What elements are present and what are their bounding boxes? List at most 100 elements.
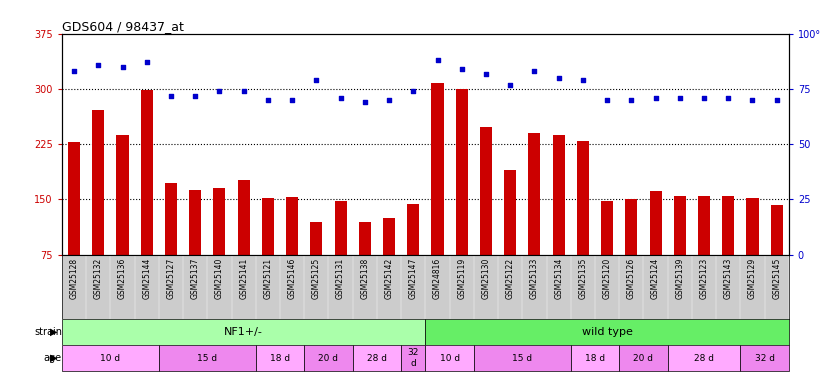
Text: GSM25127: GSM25127 [167, 258, 175, 299]
Text: age: age [44, 353, 62, 363]
Text: 18 d: 18 d [585, 354, 605, 363]
Bar [625, 200, 638, 255]
Bar [358, 222, 371, 255]
Bar [256, 345, 304, 371]
Text: GSM25141: GSM25141 [240, 258, 248, 299]
Point [770, 97, 783, 103]
Bar [335, 201, 347, 255]
Point [649, 95, 662, 101]
Text: strain: strain [34, 327, 62, 337]
Text: GSM25136: GSM25136 [118, 258, 127, 299]
Point [382, 97, 396, 103]
Text: GSM25143: GSM25143 [724, 258, 733, 299]
Text: 20 d: 20 d [634, 354, 653, 363]
Bar [747, 198, 758, 255]
Text: GSM25147: GSM25147 [409, 258, 418, 299]
Point [431, 57, 444, 63]
Text: 20 d: 20 d [319, 354, 339, 363]
Bar [456, 89, 468, 255]
Bar [571, 345, 620, 371]
Point [406, 88, 420, 94]
Bar [213, 188, 225, 255]
Text: GSM25146: GSM25146 [287, 258, 297, 299]
Text: GSM25144: GSM25144 [142, 258, 151, 299]
Bar [401, 345, 425, 371]
Text: GSM25135: GSM25135 [578, 258, 587, 299]
Bar [62, 319, 425, 345]
Bar [601, 201, 613, 255]
Bar [286, 197, 298, 255]
Point [213, 88, 226, 94]
Bar [674, 196, 686, 255]
Point [722, 95, 735, 101]
Point [188, 93, 202, 99]
Text: GSM25130: GSM25130 [482, 258, 491, 299]
Text: GSM25120: GSM25120 [603, 258, 611, 299]
Text: ▶: ▶ [50, 353, 58, 363]
Text: GSM25137: GSM25137 [191, 258, 200, 299]
Bar [698, 196, 710, 255]
Bar [262, 198, 274, 255]
Point [746, 97, 759, 103]
Point [697, 95, 710, 101]
Text: GSM25122: GSM25122 [506, 258, 515, 299]
Bar [304, 345, 353, 371]
Text: 32 d: 32 d [755, 354, 775, 363]
Text: 10 d: 10 d [100, 354, 121, 363]
Text: 32
d: 32 d [407, 348, 419, 368]
Bar [62, 345, 159, 371]
Text: GSM25131: GSM25131 [336, 258, 345, 299]
Bar [620, 345, 667, 371]
Text: GSM25142: GSM25142 [385, 258, 393, 299]
Bar [93, 110, 104, 255]
Bar [140, 90, 153, 255]
Text: 15 d: 15 d [512, 354, 533, 363]
Point [455, 66, 468, 72]
Text: 28 d: 28 d [694, 354, 714, 363]
Bar [722, 196, 734, 255]
Point [140, 60, 154, 66]
Bar [165, 183, 177, 255]
Text: GSM24816: GSM24816 [433, 258, 442, 299]
Bar [311, 222, 322, 255]
Text: GSM25145: GSM25145 [772, 258, 781, 299]
Bar [238, 180, 249, 255]
Point [68, 68, 81, 74]
Bar [425, 319, 789, 345]
Text: GSM25126: GSM25126 [627, 258, 636, 299]
Text: NF1+/-: NF1+/- [224, 327, 263, 337]
Bar [68, 142, 80, 255]
Point [624, 97, 638, 103]
Text: 18 d: 18 d [270, 354, 290, 363]
Text: GSM25119: GSM25119 [458, 258, 466, 299]
Point [261, 97, 274, 103]
Point [528, 68, 541, 74]
Text: GDS604 / 98437_at: GDS604 / 98437_at [62, 20, 184, 33]
Bar [353, 345, 401, 371]
Point [673, 95, 686, 101]
Text: GSM25139: GSM25139 [676, 258, 684, 299]
Point [601, 97, 614, 103]
Point [237, 88, 250, 94]
Text: 28 d: 28 d [367, 354, 387, 363]
Point [479, 70, 492, 76]
Point [334, 95, 347, 101]
Text: GSM25128: GSM25128 [69, 258, 78, 299]
Text: GSM25125: GSM25125 [312, 258, 320, 299]
Bar [474, 345, 571, 371]
Point [116, 64, 129, 70]
Bar [667, 345, 740, 371]
Bar [189, 190, 202, 255]
Point [286, 97, 299, 103]
Bar [116, 135, 129, 255]
Bar [577, 141, 589, 255]
Bar [553, 135, 565, 255]
Bar [504, 170, 516, 255]
Text: GSM25138: GSM25138 [360, 258, 369, 299]
Text: 15 d: 15 d [197, 354, 217, 363]
Text: GSM25132: GSM25132 [94, 258, 102, 299]
Text: GSM25140: GSM25140 [215, 258, 224, 299]
Bar [649, 191, 662, 255]
Text: GSM25129: GSM25129 [748, 258, 757, 299]
Bar [425, 345, 474, 371]
